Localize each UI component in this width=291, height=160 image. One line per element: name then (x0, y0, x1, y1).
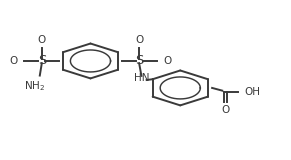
Text: O: O (135, 35, 143, 45)
Text: OH: OH (244, 87, 260, 97)
Text: HN: HN (134, 73, 150, 83)
Text: O: O (10, 56, 18, 66)
Text: S: S (38, 54, 46, 68)
Text: S: S (135, 54, 143, 68)
Text: O: O (38, 35, 46, 45)
Text: O: O (221, 105, 229, 115)
Text: O: O (163, 56, 171, 66)
Text: NH$_2$: NH$_2$ (24, 79, 45, 93)
